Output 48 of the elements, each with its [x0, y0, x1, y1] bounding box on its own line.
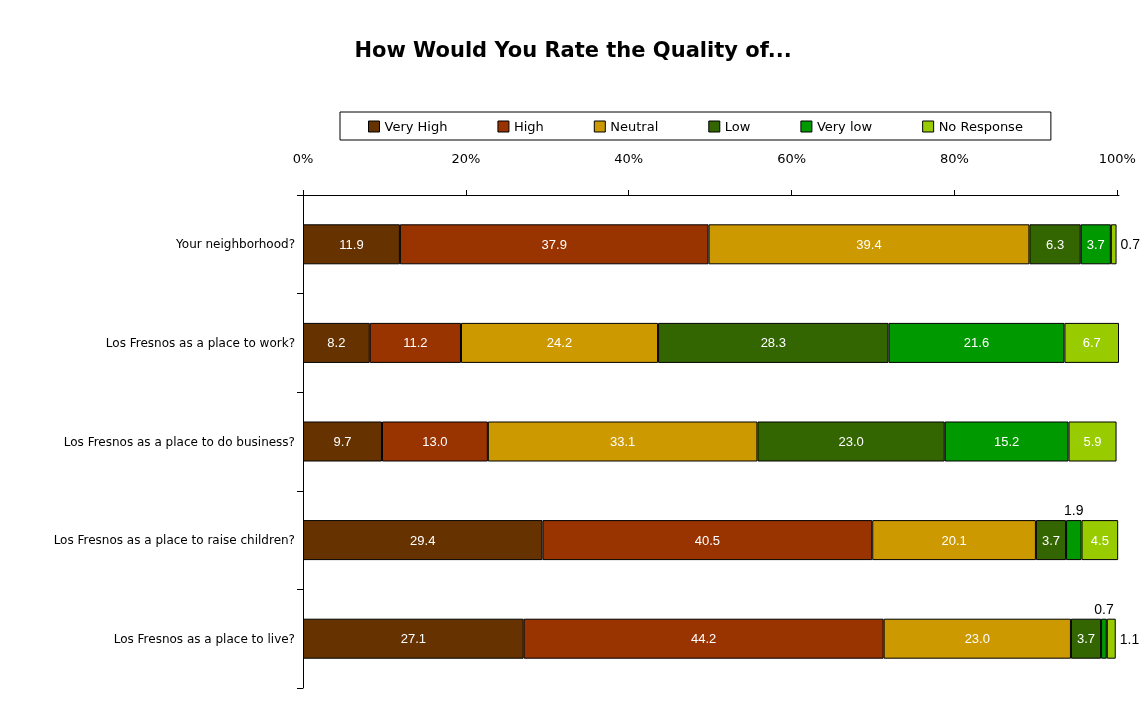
data-label: 28.3 [760, 335, 786, 351]
data-label: 6.7 [1082, 335, 1101, 351]
chart-title: How Would You Rate the Quality of... [354, 37, 792, 62]
data-label: 20.1 [941, 532, 967, 548]
data-label: 3.7 [1041, 532, 1061, 548]
data-label: 27.1 [400, 631, 426, 647]
legend-label: High [513, 119, 544, 134]
legend-label: Low [724, 119, 751, 134]
data-label: 11.9 [339, 236, 364, 252]
data-label: 21.6 [963, 335, 990, 351]
data-label: 13.0 [422, 434, 448, 449]
x-tick-label: 100% [1098, 151, 1136, 166]
data-label: 39.4 [856, 236, 882, 252]
data-label: 3.7 [1086, 236, 1105, 252]
data-label: 5.9 [1083, 434, 1102, 449]
legend-label: Very low [816, 119, 873, 134]
data-label: 11.2 [403, 335, 428, 351]
data-label: 0.7 [1120, 236, 1141, 253]
y-tick-label: Los Fresnos as a place to do business? [63, 434, 295, 449]
data-label: 1.9 [1064, 502, 1084, 519]
data-label: 23.0 [964, 631, 990, 647]
legend-label: Neutral [610, 119, 659, 134]
data-label: 4.5 [1090, 532, 1109, 548]
data-label: 9.7 [333, 434, 352, 449]
x-tick-label: 80% [940, 151, 969, 166]
y-tick-label: Los Fresnos as a place to raise children? [53, 533, 295, 548]
data-label: 0.7 [1094, 600, 1114, 617]
x-tick-label: 0% [292, 151, 314, 166]
data-label: 37.9 [541, 236, 567, 252]
y-tick-label: Your neighborhood? [175, 237, 295, 252]
x-tick-label: 60% [777, 151, 807, 166]
legend-label: No Response [938, 119, 1023, 134]
x-tick-label: 40% [614, 151, 644, 166]
data-label: 1.1 [1119, 630, 1140, 647]
data-label: 15.2 [993, 434, 1020, 449]
x-tick-label: 20% [451, 151, 481, 166]
data-label: 44.2 [691, 631, 717, 647]
data-label: 33.1 [609, 434, 636, 449]
data-label: 3.7 [1076, 631, 1096, 647]
legend-label: Very High [384, 119, 448, 134]
data-label: 8.2 [327, 335, 346, 351]
y-tick-label: Los Fresnos as a place to live? [113, 631, 295, 646]
data-label: 29.4 [410, 532, 436, 548]
data-label: 6.3 [1046, 236, 1065, 252]
y-tick-label: Los Fresnos as a place to work? [105, 335, 295, 350]
data-label: 40.5 [694, 532, 720, 548]
data-label: 23.0 [838, 434, 864, 449]
data-label: 24.2 [546, 335, 573, 351]
